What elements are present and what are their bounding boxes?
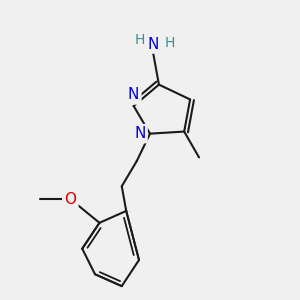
Text: O: O [64,191,76,206]
Text: N: N [134,126,146,141]
Text: H: H [134,34,145,47]
Text: N: N [128,87,139,102]
Text: H: H [164,36,175,50]
Text: N: N [147,37,159,52]
